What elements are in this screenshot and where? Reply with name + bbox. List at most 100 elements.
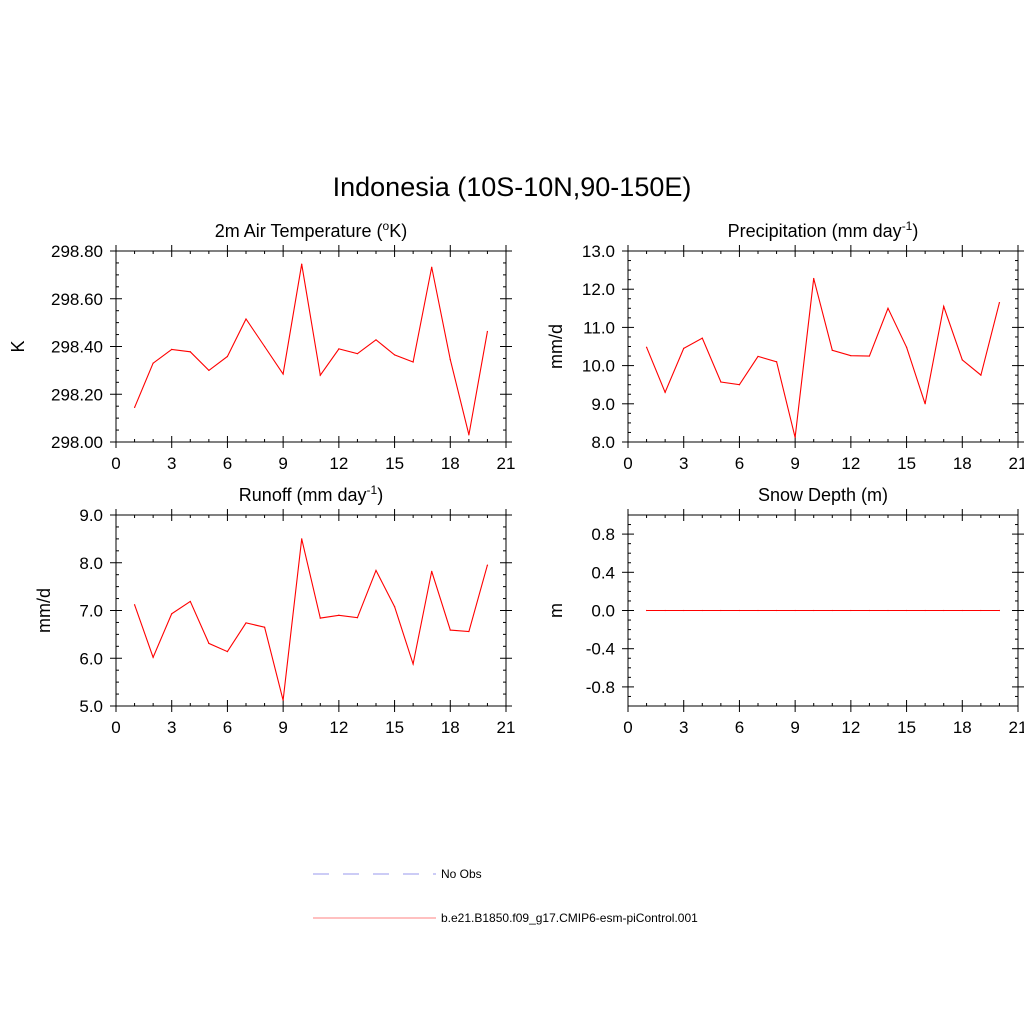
x-tick-label: 18 — [953, 454, 972, 473]
y-tick-label: 9.0 — [591, 395, 615, 414]
data-point — [794, 609, 796, 612]
panels-group: 2m Air Temperature (oK)0 3 6 9 12 15 18 21298.0… — [8, 219, 1024, 737]
panel-title-superscript: o — [383, 219, 390, 233]
data-point — [943, 305, 945, 307]
data-point — [664, 609, 666, 612]
panel-title-main: Precipitation (mm day — [728, 221, 902, 241]
data-point — [393, 354, 396, 356]
data-point — [226, 650, 229, 653]
data-point — [645, 609, 648, 612]
data-point — [701, 609, 703, 612]
data-point — [980, 609, 982, 612]
panel-title-superscript: -1 — [367, 483, 378, 497]
data-point — [282, 699, 284, 701]
data-point — [775, 361, 778, 363]
x-tick-label: 9 — [790, 454, 799, 473]
data-point — [449, 629, 451, 631]
panel-title-suffix: K) — [389, 221, 407, 241]
x-tick-label: 0 — [623, 718, 632, 737]
data-point — [375, 569, 377, 571]
data-point — [757, 609, 759, 612]
data-point — [412, 361, 414, 363]
x-tick-label: 3 — [167, 454, 176, 473]
data-point — [301, 263, 303, 265]
x-tick-label: 0 — [111, 718, 120, 737]
y-axis-title: mm/d — [546, 324, 566, 369]
data-point — [664, 391, 666, 393]
data-point — [208, 369, 210, 371]
panel-title: Precipitation (mm day-1) — [728, 219, 919, 241]
x-tick-label: 3 — [167, 718, 176, 737]
data-point — [813, 277, 815, 280]
data-point — [189, 351, 191, 353]
panel-title-main: 2m Air Temperature ( — [215, 221, 383, 241]
data-point — [905, 609, 908, 612]
data-point — [961, 609, 963, 612]
data-point — [998, 609, 1001, 612]
panel-title-main: Snow Depth (m) — [758, 485, 888, 505]
x-tick-label: 21 — [497, 454, 516, 473]
legend-label-2: b.e21.B1850.f09_g17.CMIP6-esm-piControl.… — [441, 911, 698, 925]
data-point — [133, 406, 136, 408]
series-line — [134, 264, 488, 435]
panel-title-suffix: ) — [912, 221, 918, 241]
y-tick-label: 0.0 — [591, 602, 615, 621]
data-point — [924, 609, 926, 612]
data-point — [338, 348, 340, 350]
data-point — [152, 362, 154, 364]
panel-title: 2m Air Temperature (oK) — [215, 219, 407, 241]
data-point — [887, 307, 889, 309]
data-point — [412, 663, 414, 665]
data-point — [245, 622, 247, 624]
y-tick-label: 6.0 — [79, 649, 103, 668]
data-point — [683, 609, 685, 612]
data-point — [738, 609, 741, 612]
data-point — [738, 384, 741, 386]
y-tick-label: 8.0 — [591, 433, 615, 452]
chart-panel-4: Snow Depth (m) 0 3 6 9 12 15 18 21 -0.8 -0.4 0.0 0.4… — [546, 485, 1024, 737]
data-point — [301, 538, 303, 540]
y-tick-label: 0.8 — [591, 525, 615, 544]
data-point — [645, 346, 648, 348]
data-point — [431, 266, 433, 268]
x-tick-label: 18 — [953, 718, 972, 737]
data-point — [263, 345, 266, 348]
data-point — [775, 609, 778, 612]
y-tick-label: 298.60 — [51, 290, 103, 309]
data-point — [208, 642, 210, 645]
y-tick-label: 298.80 — [51, 242, 103, 261]
data-point — [905, 346, 908, 348]
x-tick-label: 12 — [329, 718, 348, 737]
panel-title: Runoff (mm day-1) — [239, 483, 383, 505]
x-tick-label: 6 — [223, 454, 232, 473]
data-point — [338, 614, 340, 616]
y-tick-label: 298.40 — [51, 338, 103, 357]
data-point — [813, 609, 815, 612]
y-tick-label: 8.0 — [79, 554, 103, 573]
data-point — [887, 609, 889, 612]
x-tick-label: 3 — [679, 718, 688, 737]
data-point — [431, 570, 433, 572]
legend-label-1: No Obs — [441, 867, 482, 881]
data-point — [831, 609, 833, 612]
x-tick-label: 6 — [735, 718, 744, 737]
data-point — [319, 617, 321, 619]
x-tick-label: 12 — [329, 454, 348, 473]
x-tick-label: 9 — [278, 718, 287, 737]
chart-panel-1: 2m Air Temperature (oK) 0 3 6 9 12 15 18 21 298.0… — [8, 219, 515, 473]
data-point — [468, 630, 470, 633]
legend: No Obs b.e21.B1850.f09_g17.CMIP6-esm-piCo… — [313, 867, 698, 925]
figure-title: Indonesia (10S-10N,90-150E) — [333, 172, 692, 202]
x-tick-label: 9 — [790, 718, 799, 737]
x-tick-label: 21 — [497, 718, 516, 737]
data-point — [868, 609, 871, 612]
data-point — [486, 330, 489, 333]
y-tick-label: 12.0 — [582, 280, 615, 299]
x-tick-label: 18 — [441, 718, 460, 737]
x-tick-label: 18 — [441, 454, 460, 473]
y-axis-title: K — [8, 340, 28, 352]
x-tick-label: 21 — [1009, 718, 1024, 737]
y-tick-label: 10.0 — [582, 357, 615, 376]
